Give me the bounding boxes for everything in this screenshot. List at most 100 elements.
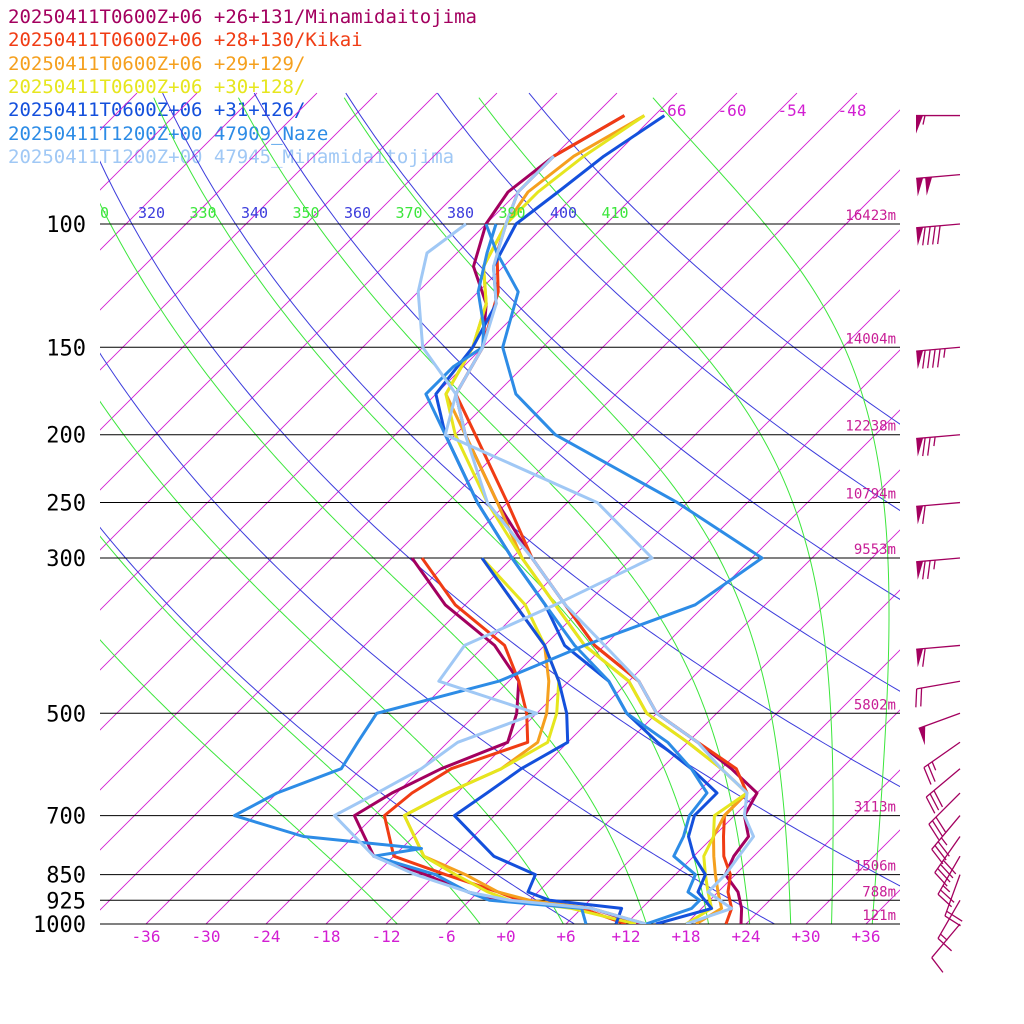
wind-barb: [944, 874, 963, 927]
wind-barb-full: [933, 790, 944, 808]
wind-barb: [916, 114, 960, 134]
wind-barb-shaft: [916, 680, 961, 690]
theta-label: 320: [138, 204, 165, 222]
moist-adiabat-line: [652, 97, 890, 924]
isotherm-label: -60: [718, 101, 747, 120]
wind-barb-shaft: [931, 815, 961, 850]
height-label: 788m: [862, 884, 896, 900]
temperature-tick-label: +0: [496, 927, 515, 946]
wind-barb-full: [940, 863, 954, 879]
wind-barb-shaft: [916, 173, 961, 180]
wind-barb: [916, 223, 961, 246]
moist-adiabat-line: [100, 202, 648, 924]
wind-barb-full: [935, 816, 947, 833]
isotherm-line: [505, 529, 900, 924]
wind-barb-shaft: [916, 346, 961, 352]
isotherm-line: [926, 93, 1024, 924]
theta-label: 370: [395, 204, 422, 222]
wind-barb-half: [931, 761, 937, 771]
wind-barb-flag: [916, 350, 924, 370]
wind-barb-full: [932, 349, 936, 368]
wind-barb-shaft: [931, 923, 961, 959]
height-label: 121m: [862, 908, 896, 924]
wind-barb-flag: [916, 115, 923, 134]
wind-barb-full: [937, 937, 953, 952]
temperature-tick-label: +24: [732, 927, 761, 946]
pressure-label: 150: [46, 336, 86, 361]
wind-barb-full: [922, 560, 926, 580]
legend-item: 20250411T0600Z+06 +26+131/Minamidaitojim…: [8, 6, 477, 28]
wind-barb-shaft: [925, 768, 961, 798]
isotherm-label: -48: [838, 101, 867, 120]
series-5-dewpoint-line: [232, 223, 764, 924]
pressure-label: 1000: [33, 913, 86, 938]
wind-barb-full: [929, 793, 940, 811]
isotherm-line: [986, 93, 1024, 924]
wind-barb: [918, 712, 961, 746]
pressure-label: 250: [46, 492, 86, 517]
wind-barb-flag: [916, 177, 924, 197]
isotherm-line: [265, 289, 900, 924]
wind-barb-shaft: [937, 855, 961, 895]
wind-barb-full: [927, 764, 936, 782]
pressure-label: 500: [46, 702, 86, 727]
isotherm-line: [445, 469, 900, 924]
wind-barb: [916, 173, 961, 197]
theta-label: 380: [447, 204, 474, 222]
theta-label: 410: [601, 204, 628, 222]
wind-barb-full: [937, 868, 951, 883]
series-1-dewpoint-line: [382, 557, 627, 924]
legend-item: 20250411T0600Z+06 +28+130/Kikai: [8, 29, 363, 52]
wind-barb: [916, 557, 961, 580]
temperature-tick-label: -12: [372, 927, 401, 946]
pressure-label: 100: [46, 213, 86, 238]
wind-barb-shaft: [918, 712, 961, 729]
theta-label: 400: [550, 204, 577, 222]
dry-adiabat-line: [100, 526, 576, 924]
wind-barb-full: [923, 767, 932, 785]
wind-barb-full: [940, 889, 955, 903]
pressure-label: 300: [46, 547, 86, 572]
theta-label: 0: [100, 204, 109, 222]
wind-barb: [937, 899, 961, 952]
dry-adiabat-line: [345, 92, 900, 600]
legend-item: 20250411T1200Z+00 47909_Naze: [8, 122, 329, 145]
wind-barb-shaft: [916, 434, 961, 440]
wind-barb: [931, 923, 961, 973]
moist-adiabat-line: [100, 639, 398, 924]
height-label: 14004m: [845, 331, 896, 347]
series-5-temperature-line: [424, 223, 709, 924]
pressure-label: 200: [46, 424, 86, 449]
temperature-tick-label: -18: [312, 927, 341, 946]
wind-barb-full: [946, 910, 963, 922]
pressure-label: 925: [46, 889, 86, 914]
wind-barb: [937, 855, 961, 908]
height-label: 5802m: [854, 697, 896, 713]
isotherm-line: [205, 229, 900, 924]
temperature-tick-label: +18: [672, 927, 701, 946]
pressure-label: 850: [46, 864, 86, 889]
moist-adiabat-line: [343, 97, 792, 924]
wind-barb-full: [931, 848, 944, 865]
isotherm-line: [565, 589, 900, 924]
wind-barb-flag: [916, 437, 924, 457]
temperature-tick-label: -30: [192, 927, 221, 946]
wind-barb: [915, 680, 961, 708]
wind-barb-shaft: [923, 741, 961, 769]
wind-barb-full: [932, 226, 936, 245]
wind-barb-full: [934, 845, 947, 861]
temperature-tick-label: +30: [792, 927, 821, 946]
wind-barb-shaft: [916, 557, 961, 563]
wind-barb-shaft: [916, 223, 961, 229]
isotherm-line: [805, 829, 900, 924]
height-label: 10794m: [845, 487, 896, 503]
wind-barb: [931, 815, 961, 865]
temperature-tick-label: +6: [556, 927, 575, 946]
series-6-dewpoint-line: [332, 222, 654, 924]
wind-barb-flag: [916, 648, 924, 668]
wind-barb-shaft: [916, 644, 961, 650]
dry-adiabat-line: [436, 92, 900, 512]
wind-barb-shaft: [934, 836, 961, 873]
isotherm-line: [385, 409, 900, 924]
